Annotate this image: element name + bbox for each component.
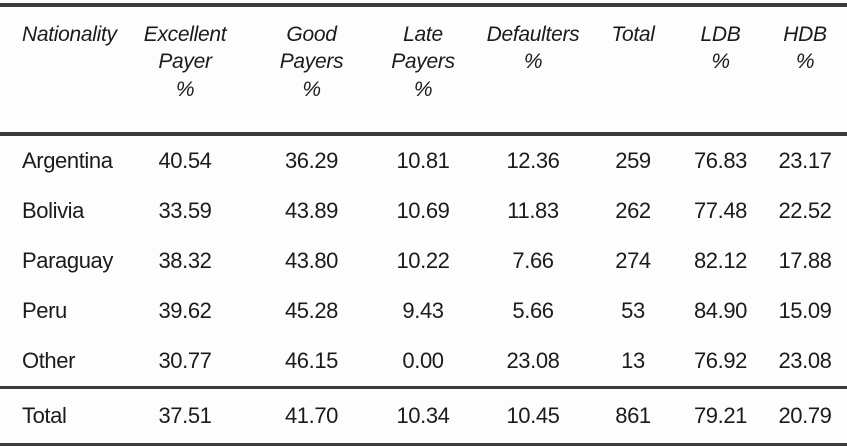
table-row-argentina: Argentina 40.54 36.29 10.81 12.36 259 76… xyxy=(0,134,847,186)
cell-nationality: Peru xyxy=(22,298,67,323)
cell-total: 259 xyxy=(615,148,651,173)
cell-hdb: 20.79 xyxy=(778,403,832,428)
cell-ldb: 82.12 xyxy=(693,248,748,273)
col-header-nationality: Nationality xyxy=(22,23,117,46)
cell-nationality: Bolivia xyxy=(22,198,85,223)
cell-good: 46.15 xyxy=(284,348,339,373)
cell-defaulters: 12.36 xyxy=(506,148,560,173)
cell-ldb: 77.48 xyxy=(693,198,748,223)
cell-good: 41.70 xyxy=(284,403,339,428)
cell-total: 861 xyxy=(615,403,651,428)
cell-total: 262 xyxy=(615,198,651,223)
cell-defaulters: 7.66 xyxy=(512,248,554,273)
scanned-paper-table-page: Nationality Excellent Payer % Good Payer… xyxy=(0,3,847,445)
cell-good: 36.29 xyxy=(284,148,339,173)
header-row: Nationality Excellent Payer % Good Payer… xyxy=(0,5,847,134)
cell-total: 13 xyxy=(621,348,645,373)
table-header: Nationality Excellent Payer % Good Payer… xyxy=(0,5,847,134)
cell-hdb: 17.88 xyxy=(778,248,832,273)
cell-defaulters: 23.08 xyxy=(506,348,560,373)
cell-total: 274 xyxy=(615,248,651,273)
col-header-good-payers: Good Payers % xyxy=(279,23,344,101)
cell-excellent: 33.59 xyxy=(158,198,212,223)
cell-late: 10.69 xyxy=(396,198,450,223)
cell-nationality: Argentina xyxy=(22,148,113,173)
cell-excellent: 40.54 xyxy=(158,148,212,173)
cell-total: 53 xyxy=(621,298,645,323)
table-row-bolivia: Bolivia 33.59 43.89 10.69 11.83 262 77.4… xyxy=(0,186,847,236)
col-header-total: Total xyxy=(611,23,655,46)
col-header-defaulters: Defaulters % xyxy=(486,23,580,74)
cell-excellent: 39.62 xyxy=(158,298,212,323)
cell-good: 43.80 xyxy=(284,248,339,273)
table-row-paraguay: Paraguay 38.32 43.80 10.22 7.66 274 82.1… xyxy=(0,236,847,286)
col-header-late-payers: Late Payers % xyxy=(391,23,455,101)
table-footer: Total 37.51 41.70 10.34 10.45 861 79.21 … xyxy=(0,387,847,445)
cell-defaulters: 10.45 xyxy=(506,403,560,428)
cell-ldb: 76.92 xyxy=(693,348,748,373)
table-body: Argentina 40.54 36.29 10.81 12.36 259 76… xyxy=(0,134,847,388)
cell-late: 10.34 xyxy=(396,403,450,428)
table-row-other: Other 30.77 46.15 0.00 23.08 13 76.92 23… xyxy=(0,336,847,388)
cell-good: 45.28 xyxy=(284,298,339,323)
table-row-total: Total 37.51 41.70 10.34 10.45 861 79.21 … xyxy=(0,387,847,445)
cell-nationality: Paraguay xyxy=(22,248,113,273)
cell-excellent: 37.51 xyxy=(158,403,212,428)
cell-nationality: Other xyxy=(22,348,76,373)
col-header-hdb: HDB % xyxy=(783,23,827,74)
cell-defaulters: 5.66 xyxy=(512,298,554,323)
cell-excellent: 30.77 xyxy=(158,348,212,373)
cell-good: 43.89 xyxy=(284,198,339,223)
table-row-peru: Peru 39.62 45.28 9.43 5.66 53 84.90 15.0… xyxy=(0,286,847,336)
cell-late: 10.81 xyxy=(396,148,450,173)
cell-hdb: 22.52 xyxy=(778,198,832,223)
cell-ldb: 84.90 xyxy=(693,298,748,323)
cell-nationality: Total xyxy=(22,403,67,428)
cell-late: 9.43 xyxy=(402,298,444,323)
cell-excellent: 38.32 xyxy=(158,248,212,273)
cell-defaulters: 11.83 xyxy=(507,198,559,223)
col-header-excellent-payer: Excellent Payer % xyxy=(143,23,227,101)
cell-late: 10.22 xyxy=(396,248,450,273)
cell-hdb: 15.09 xyxy=(778,298,832,323)
nationality-payer-table: Nationality Excellent Payer % Good Payer… xyxy=(0,3,847,446)
cell-hdb: 23.17 xyxy=(778,148,832,173)
col-header-ldb: LDB % xyxy=(700,23,741,74)
cell-ldb: 79.21 xyxy=(693,403,748,428)
cell-late: 0.00 xyxy=(402,348,444,373)
cell-hdb: 23.08 xyxy=(778,348,832,373)
cell-ldb: 76.83 xyxy=(693,148,748,173)
